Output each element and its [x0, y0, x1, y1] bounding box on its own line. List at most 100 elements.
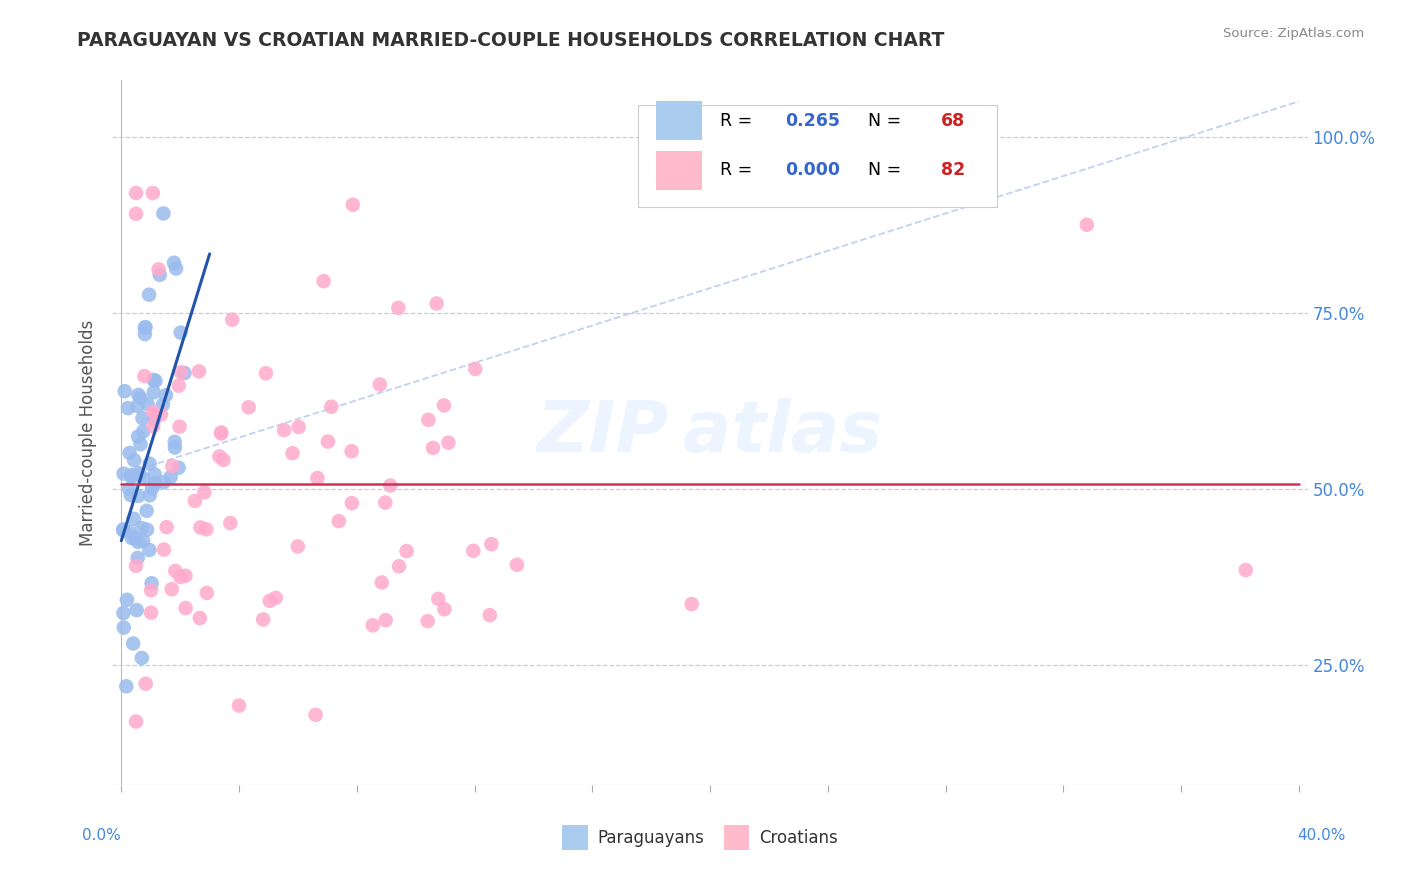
Point: [437, 435, 460, 450]
Point: [121, 467, 143, 482]
Point: [143, 412, 166, 426]
Point: [463, 543, 485, 558]
Point: [121, 531, 143, 545]
Point: [433, 398, 456, 412]
Point: [165, 261, 187, 276]
Text: R =: R =: [720, 112, 758, 130]
Point: [122, 453, 145, 467]
Point: [170, 326, 193, 340]
Point: [143, 467, 166, 482]
Point: [155, 388, 177, 402]
Point: [156, 520, 179, 534]
Point: [167, 460, 190, 475]
Point: [134, 320, 156, 334]
Point: [139, 606, 162, 620]
Point: [681, 597, 703, 611]
Point: [209, 425, 232, 440]
Point: [142, 186, 165, 200]
Point: [118, 524, 141, 539]
Point: [143, 475, 166, 490]
Point: [374, 613, 396, 627]
Point: [141, 576, 163, 591]
Point: [163, 256, 186, 270]
Bar: [657, 151, 702, 189]
Point: [195, 586, 218, 600]
Point: [128, 466, 150, 480]
Text: 0.000: 0.000: [786, 161, 841, 179]
Point: [114, 384, 136, 399]
Point: [312, 274, 335, 288]
Point: [254, 367, 277, 381]
Point: [316, 434, 339, 449]
Point: [1076, 218, 1098, 232]
Point: [328, 514, 350, 528]
Point: [129, 437, 152, 451]
Point: [195, 522, 218, 536]
Point: [117, 401, 139, 416]
Point: [163, 441, 186, 455]
Point: [304, 707, 326, 722]
Y-axis label: Married-couple Households: Married-couple Households: [79, 319, 97, 546]
Point: [120, 470, 142, 484]
Point: [273, 423, 295, 437]
Point: [321, 400, 343, 414]
Point: [174, 568, 197, 582]
Text: 0.0%: 0.0%: [82, 828, 121, 843]
Bar: [657, 102, 702, 140]
Point: [112, 467, 135, 481]
Point: [167, 378, 190, 392]
Point: [165, 564, 187, 578]
Text: Croatians: Croatians: [759, 829, 838, 847]
Point: [506, 558, 529, 572]
Point: [464, 362, 486, 376]
Text: 0.265: 0.265: [786, 112, 841, 130]
Point: [307, 471, 329, 485]
Point: [134, 320, 156, 334]
Text: 40.0%: 40.0%: [1298, 828, 1346, 843]
Point: [340, 496, 363, 510]
Point: [142, 373, 165, 387]
Point: [252, 612, 274, 626]
Point: [125, 186, 148, 200]
Point: [160, 582, 183, 597]
Point: [387, 301, 409, 315]
Point: [134, 369, 156, 384]
Point: [131, 521, 153, 535]
Point: [153, 475, 176, 489]
Text: 82: 82: [941, 161, 965, 179]
Point: [112, 606, 135, 620]
Point: [132, 472, 155, 486]
Point: [128, 467, 150, 482]
Point: [481, 537, 503, 551]
Point: [212, 453, 235, 467]
Point: [395, 544, 418, 558]
Text: Paraguayans: Paraguayans: [598, 829, 704, 847]
Point: [135, 504, 157, 518]
Point: [170, 365, 193, 379]
Point: [122, 636, 145, 650]
Point: [129, 391, 152, 405]
Point: [132, 425, 155, 439]
Point: [281, 446, 304, 460]
Point: [127, 388, 149, 402]
Point: [287, 540, 309, 554]
Point: [478, 608, 501, 623]
Point: [150, 408, 173, 422]
Point: [238, 401, 260, 415]
Point: [136, 397, 159, 411]
Point: [127, 489, 149, 503]
Point: [134, 327, 156, 342]
Point: [122, 512, 145, 526]
Point: [264, 591, 287, 605]
Point: [125, 558, 148, 573]
Point: [125, 603, 148, 617]
Text: 68: 68: [941, 112, 965, 130]
Point: [388, 559, 411, 574]
Point: [138, 457, 160, 471]
Point: [433, 602, 456, 616]
Point: [149, 268, 172, 282]
Point: [138, 488, 160, 502]
Point: [259, 594, 281, 608]
Point: [115, 592, 138, 607]
Point: [190, 520, 212, 534]
